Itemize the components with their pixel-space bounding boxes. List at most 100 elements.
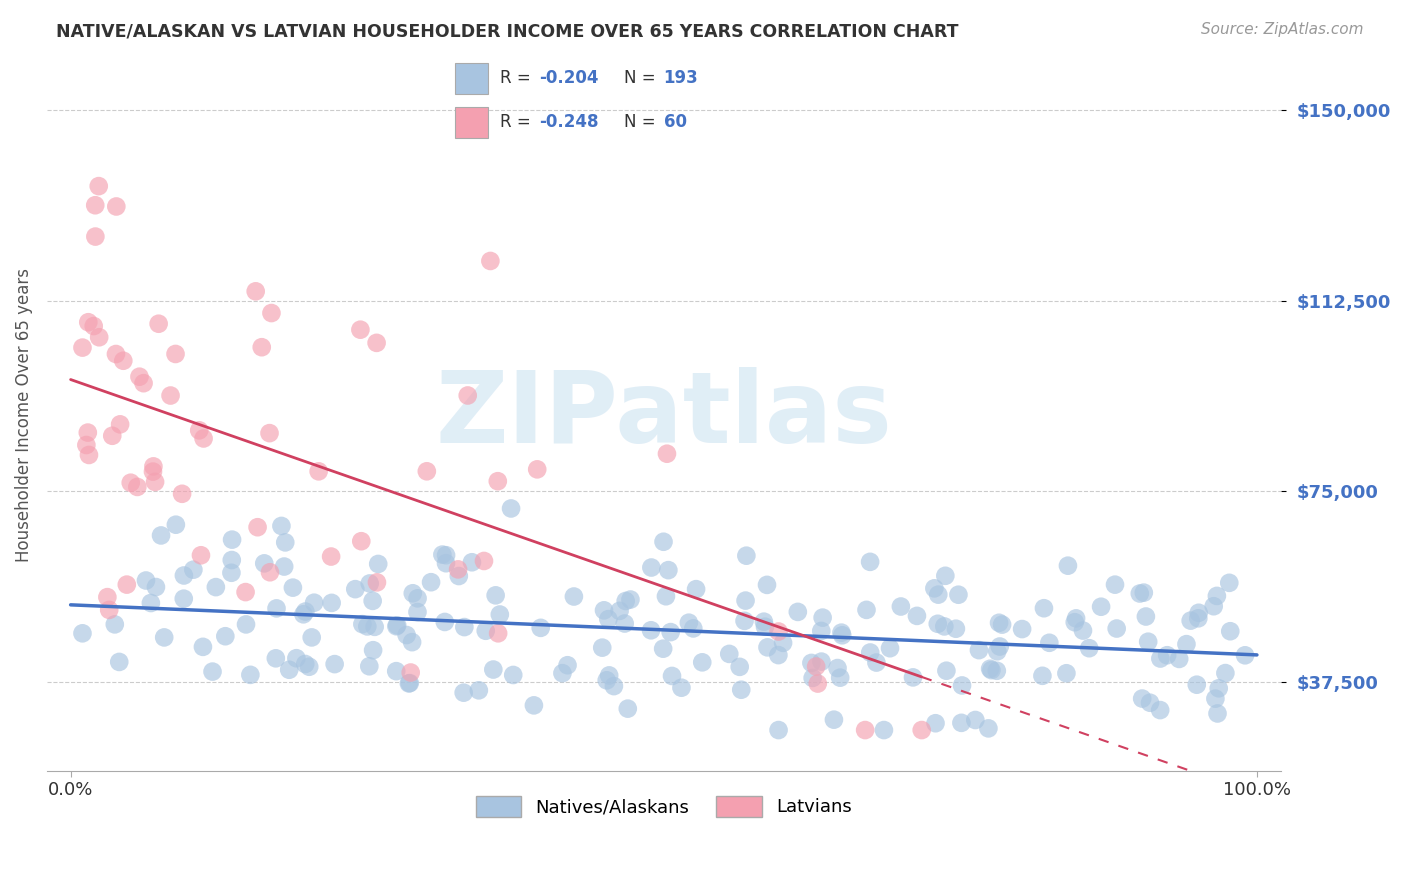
Point — [361, 643, 384, 657]
Point — [499, 501, 522, 516]
Point — [1219, 624, 1241, 639]
Point — [830, 671, 852, 685]
Point — [245, 285, 267, 299]
Point — [756, 640, 779, 655]
Point — [640, 560, 662, 574]
Point — [259, 566, 281, 580]
Point — [150, 528, 173, 542]
Point — [593, 603, 616, 617]
Point — [1129, 586, 1152, 600]
Point — [988, 615, 1011, 630]
FancyBboxPatch shape — [456, 107, 488, 138]
Point — [950, 715, 973, 730]
Point — [433, 615, 456, 629]
Point — [308, 464, 330, 478]
Point — [977, 722, 1000, 736]
Point — [479, 254, 502, 268]
Point — [924, 582, 946, 596]
Point — [183, 563, 205, 577]
Point — [614, 594, 637, 608]
Point — [728, 660, 751, 674]
Point — [246, 520, 269, 534]
Point — [406, 591, 429, 606]
Point — [1208, 681, 1230, 696]
Point — [406, 605, 429, 619]
Point — [105, 199, 128, 213]
Point — [1064, 611, 1087, 625]
Point — [367, 557, 389, 571]
Text: R =: R = — [501, 70, 536, 87]
Point — [945, 622, 967, 636]
Point — [301, 631, 323, 645]
Point — [986, 644, 1008, 658]
Point — [1204, 691, 1226, 706]
Point — [264, 651, 287, 665]
Point — [395, 628, 418, 642]
Point — [530, 621, 553, 635]
Point — [772, 636, 794, 650]
Point — [165, 517, 187, 532]
Point — [96, 590, 118, 604]
Point — [905, 608, 928, 623]
Point — [865, 656, 887, 670]
Point — [143, 475, 166, 489]
Point — [77, 315, 100, 329]
Point — [934, 569, 956, 583]
Point — [890, 599, 912, 614]
Point — [193, 432, 215, 446]
Text: -0.248: -0.248 — [540, 113, 599, 131]
Point — [401, 635, 423, 649]
Point — [319, 549, 342, 564]
Point — [221, 533, 243, 547]
Point — [980, 663, 1002, 677]
Point — [948, 588, 970, 602]
Point — [359, 576, 381, 591]
Point — [1090, 599, 1112, 614]
Point — [482, 663, 505, 677]
Point — [201, 665, 224, 679]
Point — [128, 369, 150, 384]
Y-axis label: Householder Income Over 65 years: Householder Income Over 65 years — [15, 268, 32, 562]
Point — [786, 605, 808, 619]
Point — [416, 464, 439, 478]
Point — [294, 657, 316, 671]
Point — [344, 582, 367, 596]
Point — [402, 586, 425, 600]
Point — [432, 548, 454, 562]
Point — [468, 683, 491, 698]
Point — [734, 614, 756, 628]
Point — [1188, 606, 1211, 620]
Point — [235, 617, 257, 632]
Point — [323, 657, 346, 672]
Point — [768, 648, 790, 662]
Point — [935, 664, 957, 678]
Point — [366, 335, 388, 350]
Point — [823, 713, 845, 727]
Point — [756, 578, 779, 592]
Point — [145, 580, 167, 594]
Point — [361, 594, 384, 608]
Point — [89, 330, 111, 344]
Point — [453, 686, 475, 700]
Point — [188, 423, 211, 437]
Point — [1205, 589, 1227, 603]
Point — [988, 640, 1011, 654]
Point — [523, 698, 546, 713]
Text: 60: 60 — [664, 113, 686, 131]
Point — [270, 519, 292, 533]
Point — [950, 678, 973, 692]
Point — [804, 659, 827, 673]
Point — [87, 179, 110, 194]
Point — [1071, 624, 1094, 638]
Text: Source: ZipAtlas.com: Source: ZipAtlas.com — [1201, 22, 1364, 37]
Point — [1175, 637, 1198, 651]
Point — [260, 306, 283, 320]
Point — [253, 557, 276, 571]
Point — [292, 607, 315, 622]
Point — [76, 425, 98, 440]
Point — [754, 620, 776, 634]
Point — [259, 426, 281, 441]
Point — [273, 559, 295, 574]
Point — [730, 682, 752, 697]
Point — [1137, 634, 1160, 648]
